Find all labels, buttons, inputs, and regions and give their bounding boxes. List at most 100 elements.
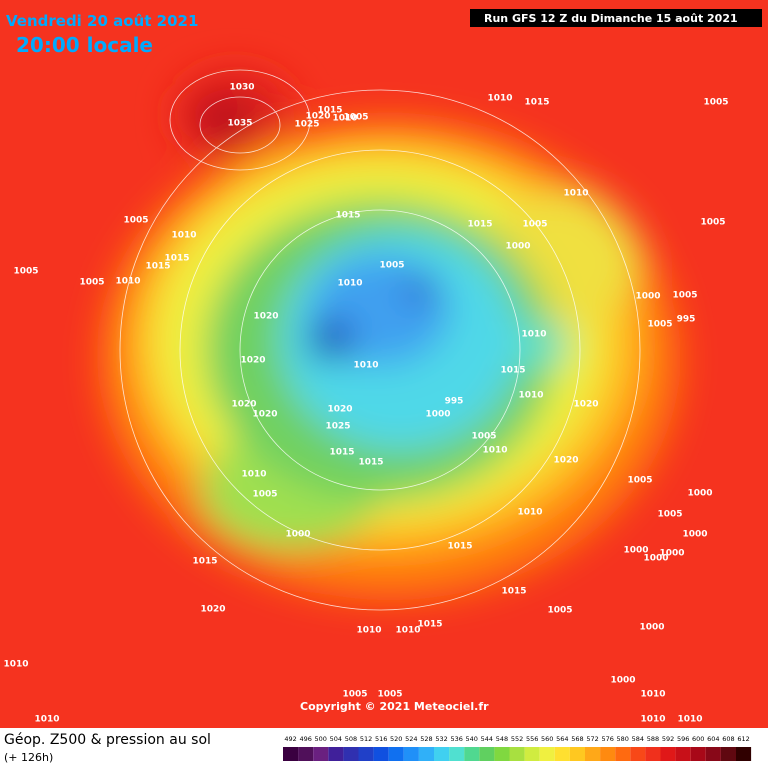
isobar-label: 1020	[240, 356, 265, 366]
isobar-label: 1020	[305, 112, 330, 122]
isobar-label: 1005	[700, 218, 725, 228]
colorbar-label: 540	[466, 735, 478, 743]
colorbar-label: 576	[601, 735, 613, 743]
colorbar-swatch	[479, 747, 495, 761]
isobar-label: 1025	[325, 422, 350, 432]
legend-title: Géop. Z500 & pression au sol	[4, 732, 211, 748]
isobar-label: 1010	[640, 690, 665, 700]
isobar-label: 1010	[332, 114, 357, 124]
isobar-label: 1015	[358, 458, 383, 468]
colorbar-swatch	[464, 747, 480, 761]
isobar-label: 1010	[115, 277, 140, 287]
colorbar-swatch	[736, 747, 752, 761]
isobar-label: 1020	[200, 605, 225, 615]
isobar-label: 1005	[343, 113, 368, 123]
colorbar-swatch	[494, 747, 510, 761]
colorbar-label: 544	[481, 735, 493, 743]
isobar-label: 1020	[252, 410, 277, 420]
isobar-label: 1015	[329, 448, 354, 458]
isobars	[119, 69, 641, 611]
colorbar-swatch	[388, 747, 404, 761]
isobar-label: 1010	[34, 715, 59, 725]
colorbar-label: 516	[375, 735, 387, 743]
colorbar-label: 552	[511, 735, 523, 743]
colorbar-swatch	[343, 747, 359, 761]
isobar-label: 1015	[524, 98, 549, 108]
isobar-label: 1000	[659, 549, 684, 559]
isobar-label: 1020	[327, 405, 352, 415]
isobar-label: 1010	[518, 391, 543, 401]
isobar-label: 1020	[573, 400, 598, 410]
isobar-label: 1015	[500, 366, 525, 376]
isobar-label: 1010	[640, 715, 665, 725]
isobar-label: 1010	[356, 626, 381, 636]
colorbar-label: 584	[632, 735, 644, 743]
isobar-label: 1015	[317, 106, 342, 116]
isobar-label: 1015	[192, 557, 217, 567]
isobar-label: 1005	[379, 261, 404, 271]
colorbar-swatch	[585, 747, 601, 761]
isobar-label: 1010	[677, 715, 702, 725]
date: Vendredi 20 août 2021	[6, 12, 198, 30]
isobar-label: 1000	[635, 292, 660, 302]
colorbar-label: 588	[647, 735, 659, 743]
colorbar-swatch	[358, 747, 374, 761]
colorbar-swatch	[615, 747, 631, 761]
colorbar-label: 492	[284, 735, 296, 743]
run-box	[470, 9, 762, 27]
isobar-label: 1000	[682, 530, 707, 540]
colorbar-swatch	[509, 747, 525, 761]
colorbar-swatch	[675, 747, 691, 761]
isobar-label: 1000	[425, 410, 450, 420]
isobar-label: 1010	[395, 626, 420, 636]
isobar-label: 1000	[505, 242, 530, 252]
colorbar-label: 580	[617, 735, 629, 743]
colorbar-label: 524	[405, 735, 417, 743]
colorbar-label: 592	[662, 735, 674, 743]
colorbar-swatch	[539, 747, 555, 761]
colorbar-label: 500	[315, 735, 327, 743]
colorbar-swatch	[569, 747, 585, 761]
isobar-label: 1035	[227, 119, 252, 129]
isobar-label: 1005	[647, 320, 672, 330]
colorbar-swatch	[434, 747, 450, 761]
colorbar-label: 512	[360, 735, 372, 743]
isobar-label: 1010	[353, 361, 378, 371]
isobar-label: 1000	[285, 530, 310, 540]
colorbar-swatch	[283, 747, 299, 761]
colorbar-label: 548	[496, 735, 508, 743]
isobar-label: 1015	[467, 220, 492, 230]
isobar-label: 1010	[3, 660, 28, 670]
isobar-label: 1005	[703, 98, 728, 108]
colorbar-label: 556	[526, 735, 538, 743]
colorbar-label: 568	[571, 735, 583, 743]
colorbar-swatch	[373, 747, 389, 761]
colorbar-label: 532	[435, 735, 447, 743]
isobar-label: 1000	[643, 554, 668, 564]
isobar-label: 1005	[627, 476, 652, 486]
colorbar-label: 612	[737, 735, 749, 743]
colorbar-label: 560	[541, 735, 553, 743]
colorbar-swatch	[313, 747, 329, 761]
run-text: Run GFS 12 Z du Dimanche 15 août 2021	[484, 12, 738, 25]
isobar-label: 1010	[241, 470, 266, 480]
isobar-label: 1005	[672, 291, 697, 301]
copyright: Copyright © 2021 Meteociel.fr	[300, 700, 489, 713]
isobar-label: 1005	[252, 490, 277, 500]
colorbar-label: 604	[707, 735, 719, 743]
colorbar-label: 504	[330, 735, 342, 743]
colorbar-swatch	[630, 747, 646, 761]
legend-lead: (+ 126h)	[4, 751, 53, 764]
isobar-label: 1005	[522, 220, 547, 230]
colorbar-swatch	[720, 747, 736, 761]
isobar-label: 1010	[482, 446, 507, 456]
colorbar-swatch	[403, 747, 419, 761]
isobar-label: 1020	[253, 312, 278, 322]
colorbar-swatch	[449, 747, 465, 761]
isobar-label: 1030	[229, 83, 254, 93]
isobar-label: 1015	[335, 211, 360, 221]
colorbar-label: 520	[390, 735, 402, 743]
isobar-label: 995	[445, 397, 464, 407]
colorbar-label: 596	[677, 735, 689, 743]
